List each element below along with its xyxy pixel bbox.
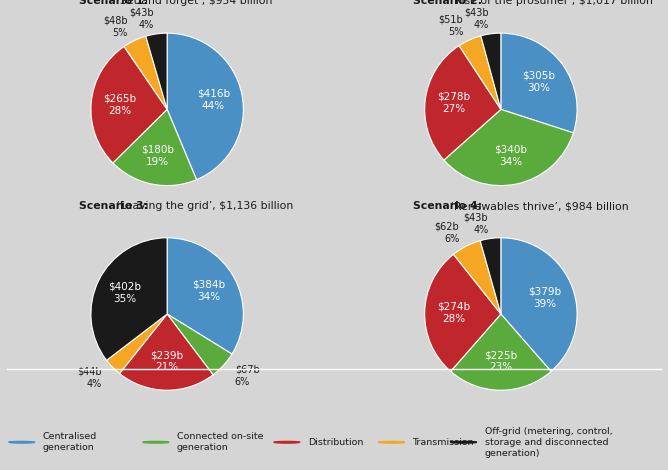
Circle shape bbox=[9, 441, 35, 443]
Wedge shape bbox=[146, 33, 167, 110]
Text: Scenario 3:: Scenario 3: bbox=[79, 201, 148, 211]
Text: $379b
39%: $379b 39% bbox=[528, 286, 562, 309]
Wedge shape bbox=[120, 314, 213, 390]
Text: $265b
28%: $265b 28% bbox=[104, 94, 137, 116]
Text: $44b
4%: $44b 4% bbox=[77, 367, 102, 389]
Wedge shape bbox=[167, 33, 243, 180]
Text: $51b
5%: $51b 5% bbox=[439, 15, 464, 37]
Wedge shape bbox=[501, 238, 577, 371]
Text: $239b
21%: $239b 21% bbox=[150, 350, 183, 372]
Text: Scenario 2:: Scenario 2: bbox=[413, 0, 482, 7]
Text: ‘Renewables thrive’, $984 billion: ‘Renewables thrive’, $984 billion bbox=[447, 201, 629, 211]
Circle shape bbox=[450, 441, 477, 443]
Text: $416b
44%: $416b 44% bbox=[197, 89, 230, 111]
Wedge shape bbox=[425, 46, 501, 160]
Text: Scenario 4:: Scenario 4: bbox=[413, 201, 482, 211]
Wedge shape bbox=[91, 47, 167, 163]
Circle shape bbox=[379, 441, 405, 443]
Wedge shape bbox=[480, 238, 501, 314]
Wedge shape bbox=[113, 110, 196, 186]
Wedge shape bbox=[459, 36, 501, 110]
Text: $43b
4%: $43b 4% bbox=[464, 212, 488, 235]
Text: $274b
28%: $274b 28% bbox=[437, 302, 470, 324]
Text: Transmission: Transmission bbox=[413, 438, 474, 447]
Wedge shape bbox=[167, 314, 232, 375]
Circle shape bbox=[274, 441, 300, 443]
Text: $305b
30%: $305b 30% bbox=[522, 70, 556, 93]
Text: $43b
4%: $43b 4% bbox=[464, 8, 489, 30]
Text: $48b
5%: $48b 5% bbox=[104, 16, 128, 38]
Wedge shape bbox=[451, 314, 551, 390]
Text: $402b
35%: $402b 35% bbox=[108, 282, 141, 304]
Text: Connected on-site
generation: Connected on-site generation bbox=[177, 432, 263, 452]
Circle shape bbox=[143, 441, 169, 443]
Wedge shape bbox=[167, 238, 243, 354]
Text: ‘Rise of the prosumer’, $1,017 billion: ‘Rise of the prosumer’, $1,017 billion bbox=[447, 0, 653, 7]
Text: $384b
34%: $384b 34% bbox=[192, 280, 225, 302]
Text: $278b
27%: $278b 27% bbox=[438, 92, 470, 114]
Text: $43b
4%: $43b 4% bbox=[130, 8, 154, 30]
Wedge shape bbox=[454, 241, 501, 314]
Text: Centralised
generation: Centralised generation bbox=[43, 432, 97, 452]
Wedge shape bbox=[501, 33, 577, 133]
Wedge shape bbox=[91, 238, 167, 360]
Text: ‘Set and forget’, $954 billion: ‘Set and forget’, $954 billion bbox=[114, 0, 273, 7]
Wedge shape bbox=[481, 33, 501, 110]
Text: Scenario 1:: Scenario 1: bbox=[79, 0, 148, 7]
Wedge shape bbox=[107, 314, 167, 374]
Text: $225b
23%: $225b 23% bbox=[484, 350, 518, 372]
Text: $180b
19%: $180b 19% bbox=[142, 144, 174, 167]
Text: $340b
34%: $340b 34% bbox=[494, 144, 527, 167]
Text: Off-grid (metering, control,
storage and disconnected
generation): Off-grid (metering, control, storage and… bbox=[484, 427, 612, 458]
Wedge shape bbox=[444, 110, 573, 186]
Text: $62b
6%: $62b 6% bbox=[434, 221, 459, 244]
Wedge shape bbox=[124, 36, 167, 110]
Text: $67b
6%: $67b 6% bbox=[234, 364, 260, 387]
Text: ‘Leaving the grid’, $1,136 billion: ‘Leaving the grid’, $1,136 billion bbox=[114, 201, 293, 211]
Wedge shape bbox=[425, 254, 501, 371]
Text: Distribution: Distribution bbox=[308, 438, 363, 447]
